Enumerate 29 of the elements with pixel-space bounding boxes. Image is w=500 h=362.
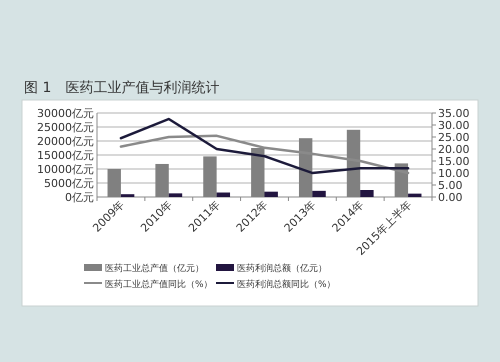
chart-title: 图 1 医药工业产值与利润统计 (24, 80, 220, 96)
y2-tick-label: 30.00 (438, 119, 470, 132)
y2-tick-label: 35.00 (438, 107, 470, 120)
legend-label: 医药工业总产值同比（%） (105, 279, 213, 290)
bar (312, 190, 326, 197)
y-tick-label: 10000亿元 (37, 163, 94, 176)
y-tick-label: 5000亿元 (44, 177, 94, 190)
bar (168, 193, 182, 197)
line-series (120, 118, 410, 174)
y-tick-label: 0亿元 (65, 191, 94, 204)
y2-tick-label: 0.00 (438, 191, 462, 204)
y2-tick-label: 10.00 (438, 167, 470, 180)
legend-label: 医药利润总额（亿元） (237, 263, 327, 274)
bar (120, 194, 134, 197)
bar (216, 192, 230, 197)
y-tick-label: 20000亿元 (37, 135, 94, 148)
y2-tick-label: 20.00 (438, 143, 470, 156)
bar (264, 192, 278, 197)
y2-tick-label: 15.00 (438, 155, 470, 168)
line-series (120, 134, 410, 174)
y-tick-label: 15000亿元 (37, 149, 94, 162)
y2-tick-label: 25.00 (438, 131, 470, 144)
legend-label: 医药利润总额同比（%） (237, 279, 336, 290)
bar (408, 194, 422, 197)
bar (360, 190, 374, 197)
y-tick-label: 30000亿元 (37, 107, 94, 120)
legend-label: 医药工业总产值（亿元） (105, 263, 204, 274)
y-tick-label: 25000亿元 (37, 121, 94, 134)
y2-tick-label: 5.00 (438, 179, 462, 192)
